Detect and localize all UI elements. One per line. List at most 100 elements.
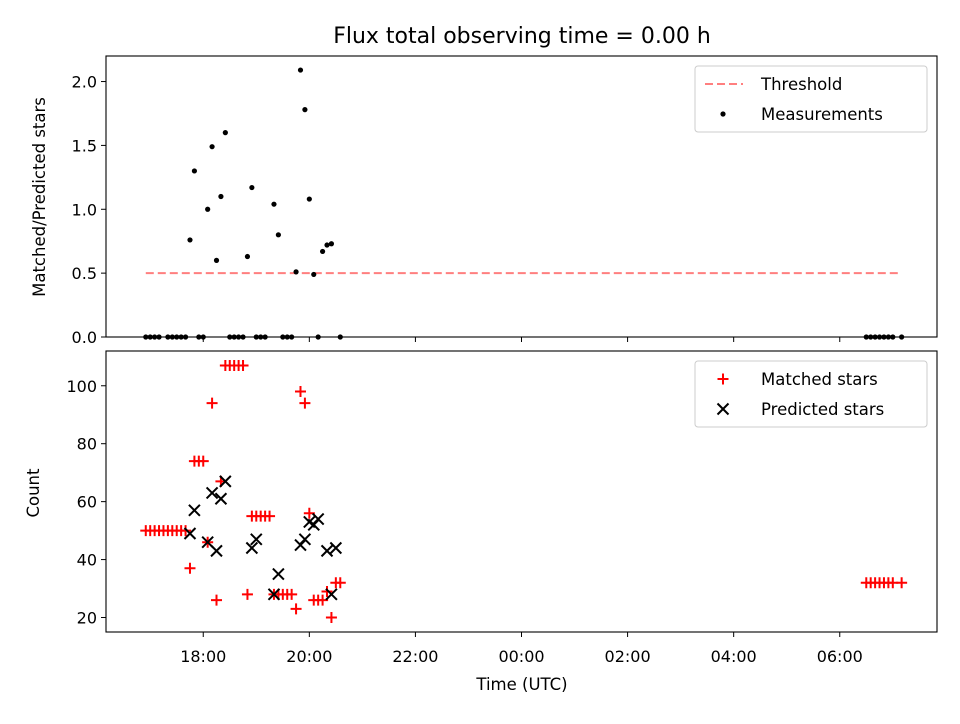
- predicted-star-point: [188, 504, 201, 517]
- measurement-point: [890, 334, 896, 340]
- legend-label: Predicted stars: [761, 400, 884, 419]
- predicted-star-point: [210, 544, 223, 558]
- bottom-ytick-label: 20: [77, 609, 97, 628]
- predicted-star-point: [205, 486, 219, 500]
- bottom-xtick-label: 18:00: [180, 647, 226, 666]
- predicted-star-point: [272, 567, 285, 581]
- matched-star-point: [211, 594, 223, 606]
- matched-star-point: [896, 577, 908, 589]
- measurement-point: [280, 334, 286, 340]
- measurement-point: [319, 248, 326, 255]
- measurement-point: [156, 334, 162, 340]
- measurement-point: [236, 334, 242, 340]
- bottom-ytick-label: 60: [77, 493, 97, 512]
- measurement-point: [196, 334, 202, 340]
- bottom-ytick-label: 40: [77, 551, 97, 570]
- predicted-star-point: [329, 541, 343, 555]
- predicted-star-point: [214, 492, 228, 505]
- top-legend-box: [694, 65, 928, 133]
- matched-star-point: [325, 612, 337, 624]
- matched-star-point: [299, 397, 311, 409]
- measurement-point: [337, 334, 343, 340]
- measurement-point: [240, 334, 246, 340]
- measurement-point: [311, 271, 317, 278]
- bottom-ytick-label: 80: [77, 435, 97, 454]
- matched-star-point: [180, 525, 192, 537]
- predicted-star-point: [325, 588, 338, 601]
- matched-star-point: [264, 510, 276, 522]
- measurement-point: [222, 130, 228, 136]
- measurement-point: [863, 334, 869, 340]
- matched-star-point: [321, 585, 333, 597]
- predicted-star-point: [250, 533, 263, 546]
- bottom-xtick-label: 06:00: [817, 647, 863, 666]
- predicted-star-point: [245, 541, 259, 555]
- bottom-legend-box: [694, 360, 928, 428]
- measurement-point: [178, 334, 184, 340]
- legend-measurement-swatch: [720, 111, 726, 117]
- matched-star-point: [206, 397, 218, 409]
- legend-label: Threshold: [760, 75, 842, 94]
- measurement-point: [881, 334, 887, 340]
- measurement-point: [231, 334, 237, 340]
- measurement-point: [262, 334, 268, 340]
- measurement-point: [275, 232, 281, 238]
- measurement-point: [872, 334, 878, 340]
- measurement-point: [297, 67, 304, 73]
- matched-star-point: [286, 588, 298, 600]
- measurement-point: [152, 334, 158, 340]
- measurement-point: [218, 193, 224, 200]
- measurement-point: [258, 334, 264, 340]
- predicted-star-point: [311, 512, 325, 526]
- predicted-star-point: [320, 544, 334, 558]
- matched-star-point: [237, 359, 249, 371]
- measurement-point: [209, 144, 215, 150]
- measurement-point: [885, 334, 891, 340]
- measurement-point: [328, 241, 335, 247]
- measurement-point: [143, 334, 149, 340]
- predicted-star-point: [267, 588, 281, 601]
- measurement-point: [253, 334, 259, 340]
- measurement-point: [165, 334, 171, 340]
- measurement-point: [200, 334, 206, 340]
- measurement-point: [244, 253, 251, 260]
- measurement-point: [213, 257, 220, 263]
- matched-star-point: [197, 455, 209, 467]
- measurement-point: [876, 334, 883, 340]
- bottom-legend: Matched stars Predicted stars: [694, 360, 928, 428]
- measurement-point: [174, 334, 180, 340]
- predicted-star-point: [183, 527, 197, 540]
- measurement-point: [147, 334, 153, 340]
- x-axis-label: Time (UTC): [475, 675, 567, 694]
- bottom-xtick-label: 04:00: [711, 647, 757, 666]
- legend-matched-swatch: [717, 373, 729, 385]
- matched-star-point: [184, 562, 196, 574]
- bottom-ylabel: Count: [24, 468, 43, 518]
- measurement-point: [315, 334, 321, 340]
- matched-star-point: [334, 577, 346, 589]
- top-ytick-label: 1.5: [72, 136, 97, 155]
- measurement-point: [868, 334, 874, 340]
- measurement-point: [293, 269, 299, 275]
- top-ytick-label: 2.0: [72, 73, 97, 92]
- legend-label: Matched stars: [761, 370, 878, 389]
- bottom-ytick-label: 100: [66, 377, 97, 396]
- measurement-point: [249, 184, 255, 191]
- bottom-xtick-label: 00:00: [498, 647, 544, 666]
- predicted-star-point: [298, 533, 312, 546]
- measurement-point: [187, 237, 193, 243]
- measurement-point: [169, 334, 175, 340]
- legend-label: Measurements: [761, 105, 883, 124]
- matched-star-point: [241, 588, 253, 600]
- legend-predicted-swatch: [716, 402, 730, 416]
- bottom-panel: Count 20 40 60 80 100 18:00 20:00 22:00 00:00 02:…: [24, 350, 938, 666]
- measurement-point: [271, 201, 277, 207]
- measurement-point: [306, 196, 312, 202]
- matched-star-point: [290, 603, 302, 615]
- figure-title: Flux total observing time = 0.00 h: [333, 24, 711, 49]
- top-legend: Threshold Measurements: [694, 65, 928, 133]
- matched-star-point: [294, 386, 306, 398]
- measurement-point: [289, 334, 295, 340]
- measurement-point: [324, 242, 330, 248]
